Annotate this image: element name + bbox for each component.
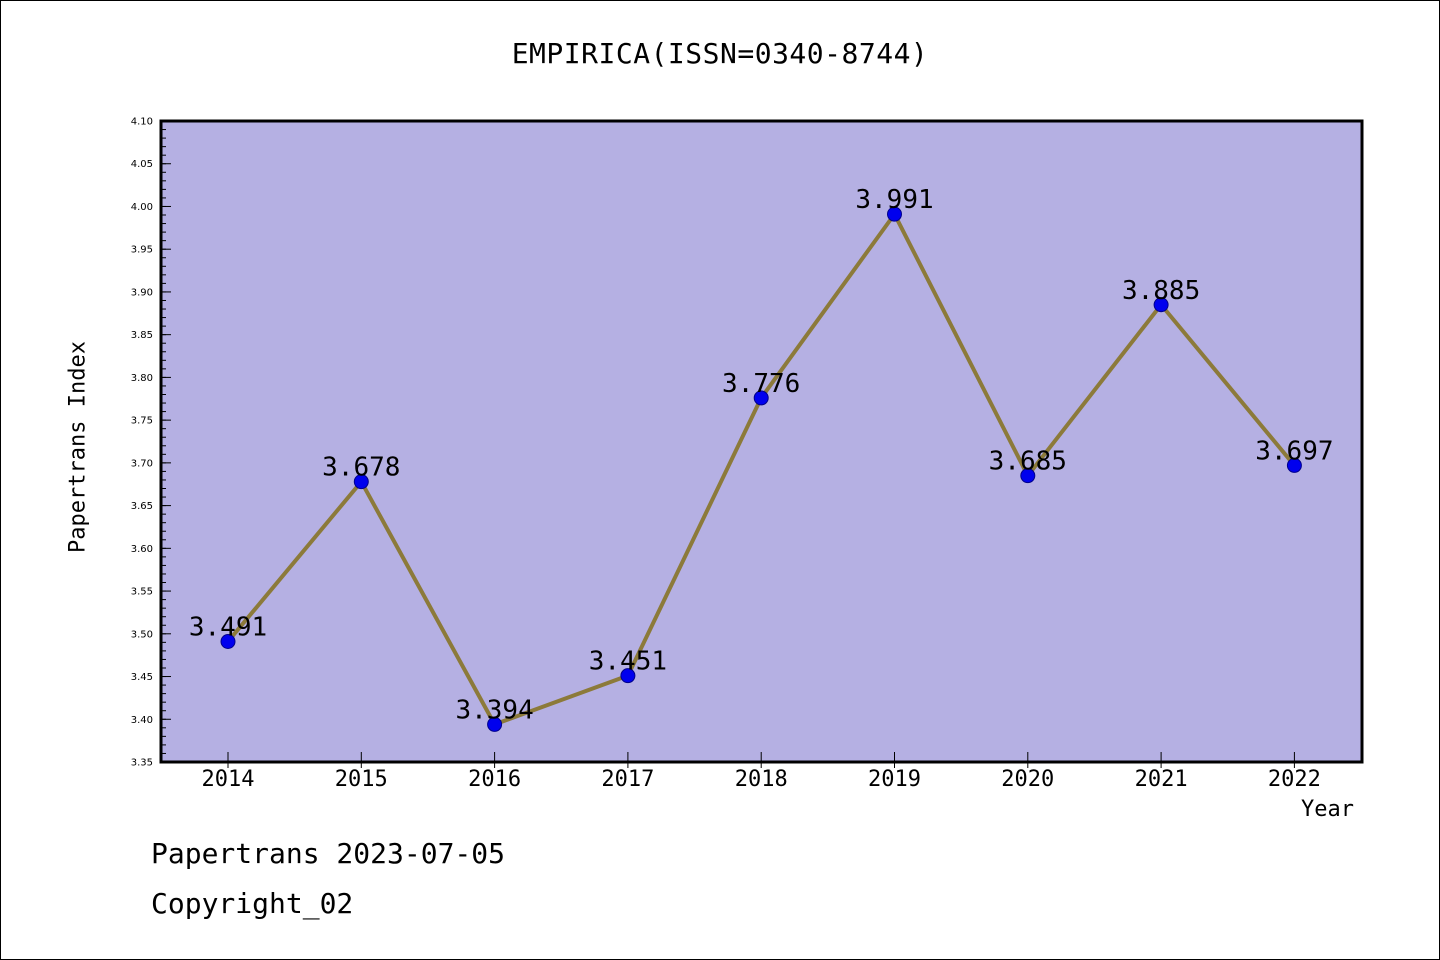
y-tick-label: 3.65	[131, 501, 153, 512]
y-tick-label: 3.95	[131, 245, 153, 256]
data-point-marker	[353, 474, 369, 490]
y-tick-label: 3.50	[131, 629, 153, 640]
x-tick-label: 2018	[735, 767, 788, 792]
y-tick-label: 4.05	[131, 159, 153, 170]
y-tick-label: 4.10	[131, 117, 153, 128]
y-tick-label: 3.70	[131, 458, 153, 469]
data-value-label: 3.991	[855, 185, 933, 215]
data-point-marker	[220, 633, 236, 649]
y-tick-label: 4.00	[131, 202, 153, 213]
data-value-label: 3.685	[989, 447, 1067, 477]
y-tick-label: 3.60	[131, 544, 153, 555]
data-value-label: 3.451	[589, 647, 667, 677]
footer-copyright: Copyright_02	[151, 887, 354, 920]
x-tick-label: 2015	[335, 767, 388, 792]
y-tick-label: 3.75	[131, 416, 153, 427]
data-value-label: 3.697	[1255, 436, 1333, 466]
y-tick-label: 3.40	[131, 715, 153, 726]
plot-frame	[159, 119, 1364, 764]
data-point-marker	[753, 390, 769, 406]
x-tick-label: 2022	[1268, 767, 1321, 792]
x-axis-label: Year	[1301, 797, 1354, 822]
x-tick-label: 2014	[202, 767, 255, 792]
y-tick-label: 3.80	[131, 373, 153, 384]
x-tick-label: 2020	[1001, 767, 1054, 792]
x-tick-label: 2019	[868, 767, 921, 792]
data-point-marker	[620, 668, 636, 684]
y-tick-label: 3.85	[131, 330, 153, 341]
y-tick-label: 3.45	[131, 672, 153, 683]
x-tick-label: 2016	[468, 767, 521, 792]
data-value-label: 3.394	[455, 695, 533, 725]
data-point-marker	[887, 206, 902, 222]
plot-area	[161, 121, 1362, 762]
x-tick-label: 2021	[1135, 767, 1188, 792]
data-point-marker	[1286, 457, 1302, 473]
y-tick-label: 3.35	[131, 758, 153, 769]
y-tick-label: 3.90	[131, 287, 153, 298]
data-point-marker	[1153, 297, 1169, 313]
data-value-label: 3.491	[189, 612, 267, 642]
data-point-marker	[487, 716, 503, 732]
x-tick-label: 2017	[601, 767, 654, 792]
y-tick-label: 3.55	[131, 587, 153, 598]
data-value-label: 3.885	[1122, 276, 1200, 306]
data-value-label: 3.678	[322, 453, 400, 483]
data-point-marker	[1020, 468, 1036, 484]
footer-date: Papertrans 2023-07-05	[151, 837, 506, 870]
chart-title: EMPIRICA(ISSN=0340-8744)	[511, 37, 929, 70]
data-value-label: 3.776	[722, 369, 800, 399]
